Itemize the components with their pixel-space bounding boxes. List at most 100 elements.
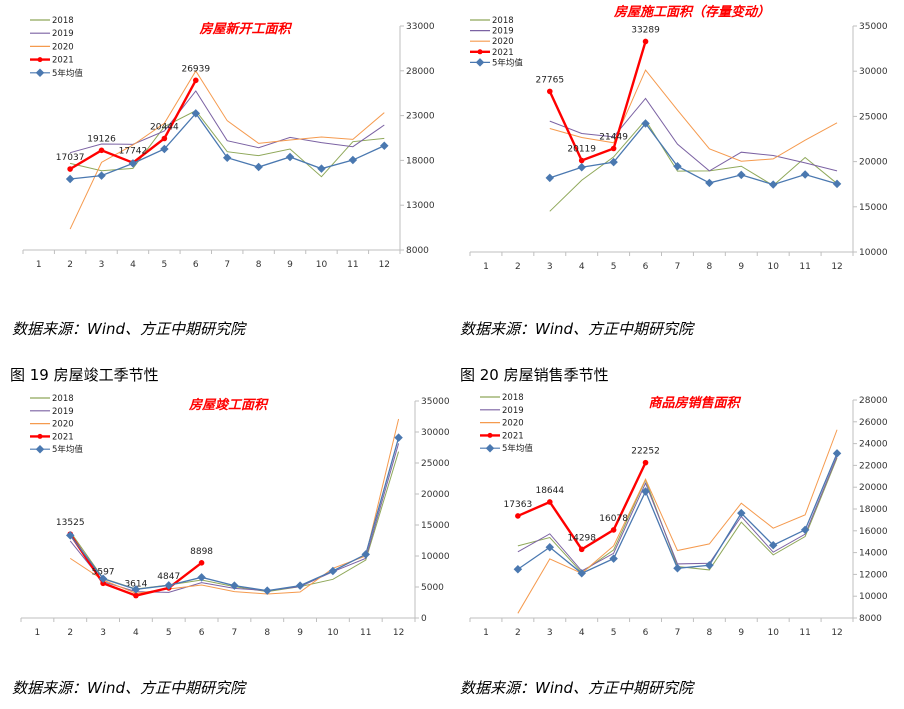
series-line xyxy=(69,418,400,595)
data-label: 4847 xyxy=(157,572,180,582)
x-tick-label: 2 xyxy=(515,262,521,272)
y-tick-label: 28000 xyxy=(406,67,435,77)
y-tick-label: 26000 xyxy=(859,418,888,428)
x-tick-label: 4 xyxy=(130,260,136,270)
data-point xyxy=(705,561,714,570)
y-tick-label: 18000 xyxy=(859,505,888,515)
x-tick-label: 12 xyxy=(393,628,404,638)
x-tick-label: 12 xyxy=(831,262,842,272)
series-y2018 xyxy=(70,110,385,178)
series-y2020 xyxy=(69,418,400,595)
data-point xyxy=(515,513,521,519)
series-y2020 xyxy=(549,69,838,162)
x-tick-label: 9 xyxy=(297,628,303,638)
data-point xyxy=(133,592,139,599)
y-tick-label: 10000 xyxy=(859,248,888,258)
y-tick-label: 10000 xyxy=(421,552,450,562)
data-point xyxy=(800,525,810,535)
data-point xyxy=(545,543,555,552)
x-tick-label: 1 xyxy=(483,628,489,638)
legend-marker xyxy=(35,68,45,78)
x-tick-label: 3 xyxy=(547,262,553,272)
legend-label: 2020 xyxy=(52,42,74,52)
data-label: 3614 xyxy=(124,580,147,590)
x-tick-label: 4 xyxy=(579,262,585,272)
data-point xyxy=(97,171,106,180)
data-label: 19126 xyxy=(87,134,116,144)
data-point xyxy=(641,487,650,496)
x-tick-label: 7 xyxy=(232,628,238,638)
legend-label: 5年均值 xyxy=(52,444,83,455)
y-tick-label: 18000 xyxy=(406,156,435,166)
data-label: 20444 xyxy=(150,123,179,133)
legend-label: 2019 xyxy=(52,29,74,39)
data-point xyxy=(263,586,272,595)
chart-title: 房屋竣工面积 xyxy=(188,397,269,413)
data-point xyxy=(348,155,358,165)
series-avg xyxy=(65,109,389,184)
x-tick-label: 9 xyxy=(738,628,744,638)
data-point xyxy=(545,173,555,183)
x-tick-label: 8 xyxy=(256,260,262,270)
data-label: 16078 xyxy=(599,514,628,524)
series-line xyxy=(70,110,385,178)
data-label: 5597 xyxy=(92,567,115,577)
y-tick-label: 35000 xyxy=(859,22,888,32)
x-tick-label: 7 xyxy=(224,260,230,270)
chart-2: 房屋施工面积（存量变动）1 2 3 4 5 6 7 8 9 10 11 121000015000200… xyxy=(469,4,888,272)
legend-marker xyxy=(37,433,43,439)
data-point xyxy=(295,581,305,590)
legend-label: 2020 xyxy=(502,419,524,429)
series-line xyxy=(549,69,838,162)
data-point xyxy=(222,153,232,162)
data-point xyxy=(380,141,389,150)
chart-title: 房屋新开工面积 xyxy=(198,21,292,37)
x-tick-label: 2 xyxy=(515,628,521,638)
series-y2018 xyxy=(549,119,838,212)
x-tick-label: 11 xyxy=(347,260,358,270)
data-point xyxy=(737,170,746,180)
data-point xyxy=(642,459,649,466)
series-avg xyxy=(66,433,403,595)
x-tick-label: 6 xyxy=(643,262,649,272)
x-tick-label: 3 xyxy=(99,260,105,270)
data-point xyxy=(610,145,617,152)
series-y2019 xyxy=(549,97,838,172)
series-line xyxy=(70,112,385,180)
data-label: 27765 xyxy=(535,75,564,85)
source-note-3: 数据来源：Wind、方正中期研究院 xyxy=(12,679,246,697)
data-point xyxy=(610,527,617,533)
x-tick-label: 10 xyxy=(327,628,339,638)
x-tick-label: 10 xyxy=(316,260,328,270)
y-tick-label: 20000 xyxy=(859,158,888,168)
x-tick-label: 3 xyxy=(100,628,106,638)
series-line xyxy=(549,97,838,172)
figure-19-caption: 图 19 房屋竣工季节性 xyxy=(10,366,159,384)
legend-label: 2020 xyxy=(52,420,74,430)
data-label: 17037 xyxy=(56,153,85,163)
data-label: 13525 xyxy=(56,518,85,528)
legend-label: 2021 xyxy=(502,431,524,441)
x-tick-label: 10 xyxy=(767,262,779,272)
data-point xyxy=(546,499,553,505)
data-label: 8898 xyxy=(190,547,213,557)
legend-marker xyxy=(37,57,43,63)
x-tick-label: 11 xyxy=(799,262,810,272)
data-point xyxy=(577,569,586,578)
data-point xyxy=(705,178,714,188)
x-tick-label: 2 xyxy=(67,260,73,270)
data-point xyxy=(317,164,326,173)
x-tick-label: 5 xyxy=(166,628,172,638)
y-tick-label: 23000 xyxy=(406,112,435,122)
legend-label: 2021 xyxy=(52,56,74,66)
data-point xyxy=(254,162,263,172)
data-point xyxy=(768,180,778,189)
x-tick-label: 8 xyxy=(707,628,713,638)
legend-label: 2019 xyxy=(52,407,74,417)
legend-marker xyxy=(475,58,485,67)
x-tick-label: 2 xyxy=(67,628,73,638)
x-tick-label: 4 xyxy=(579,628,585,638)
x-tick-label: 8 xyxy=(707,262,713,272)
